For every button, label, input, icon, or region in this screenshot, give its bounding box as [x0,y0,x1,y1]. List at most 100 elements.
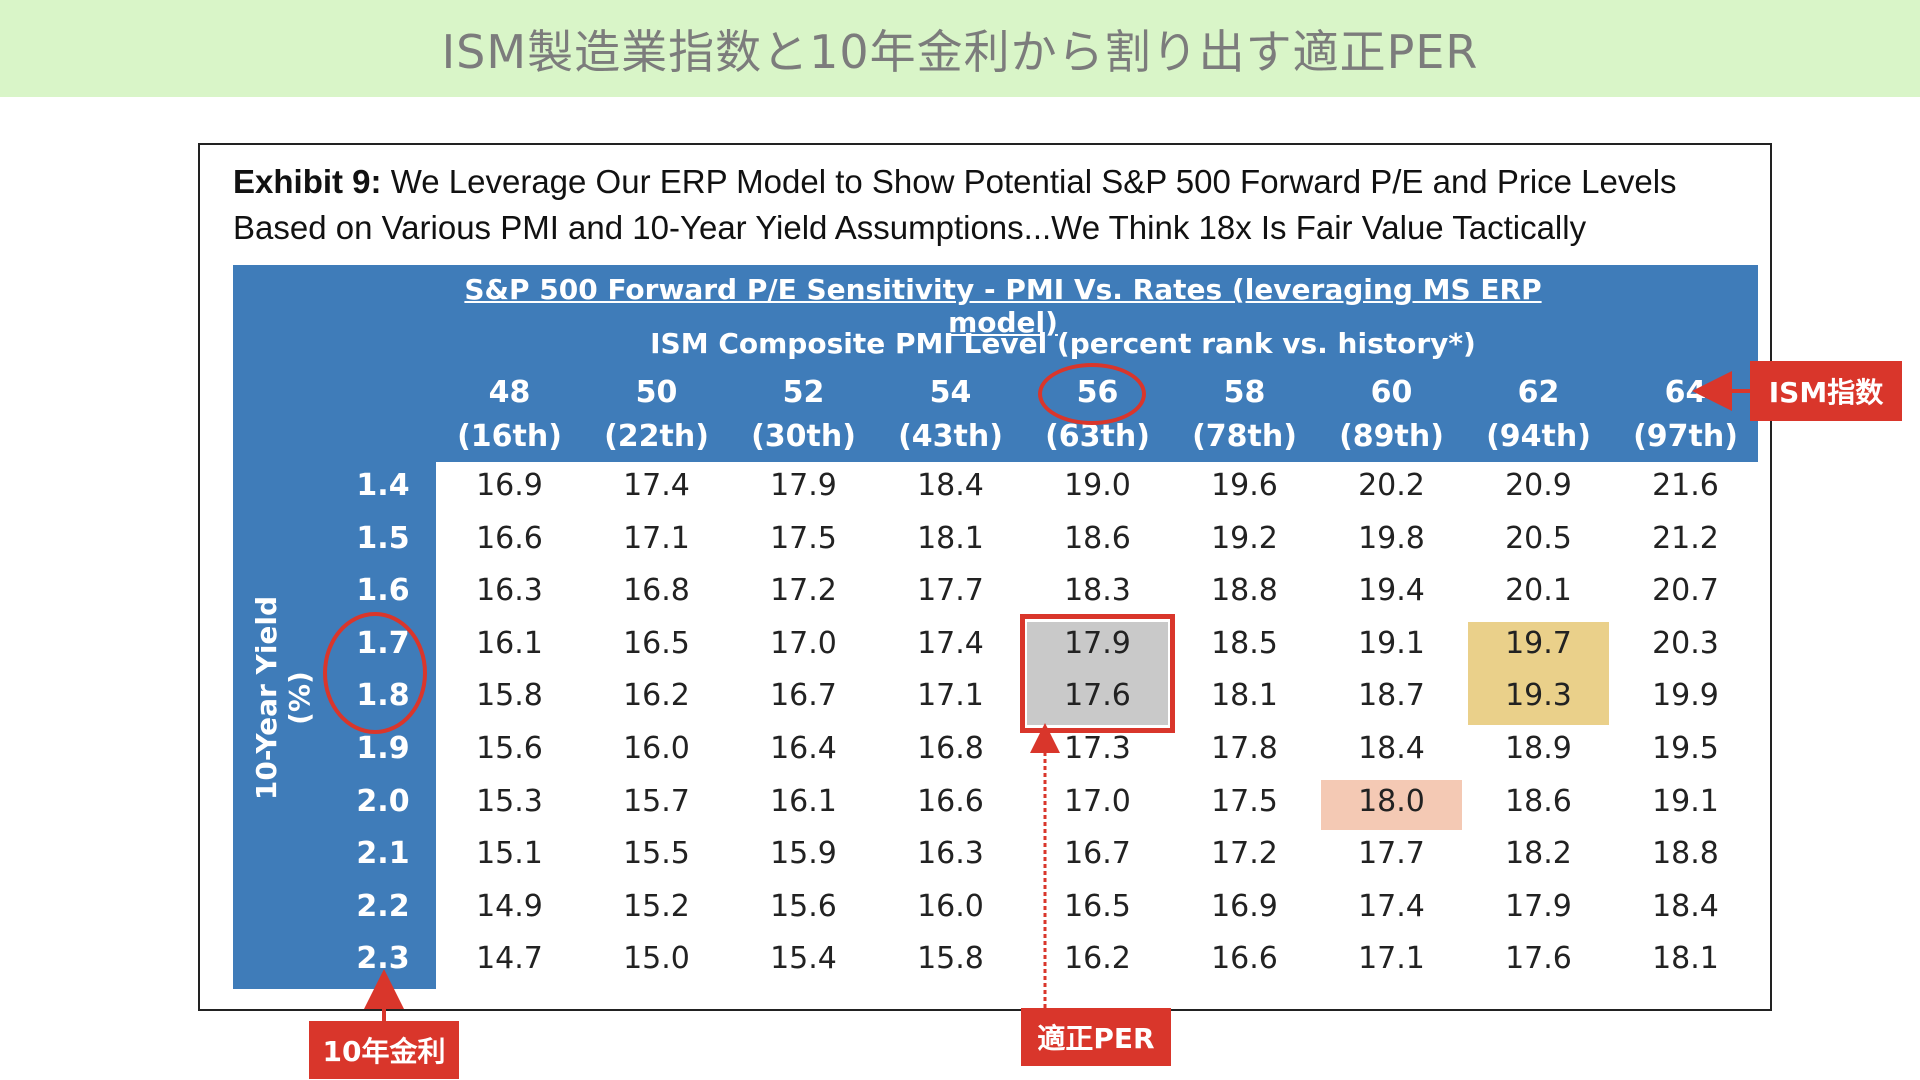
table-cell: 18.8 [1211,573,1278,609]
row-header: 1.5 [356,520,410,556]
table-cell: 18.4 [1652,888,1719,924]
pe-sensitivity-table: S&P 500 Forward P/E Sensitivity - PMI Vs… [233,265,1758,989]
row-header: 1.6 [356,573,410,609]
table-cell: 16.8 [623,573,690,609]
table-cell: 16.5 [1064,888,1131,924]
table-cell: 15.6 [476,731,543,766]
column-header: 58 (78th) [1171,371,1318,459]
table-cell: 18.4 [917,468,984,503]
table-cell: 21.6 [1652,468,1719,503]
fair-pe-box [1020,613,1175,733]
table-cell: 20.2 [1358,468,1425,503]
row-header: 2.1 [356,836,410,872]
table-cell: 16.6 [917,783,984,819]
table-cell: 19.7 [1505,625,1572,661]
table-cell: 19.6 [1211,468,1278,503]
table-cell: 17.3 [1064,731,1131,766]
per-tag: 適正PER [1021,1008,1171,1066]
table-cell: 20.7 [1652,573,1719,609]
column-rank: (94th) [1486,419,1591,454]
column-pmi: 60 [1370,375,1413,410]
table-cell: 17.7 [917,573,984,609]
table-header-band [233,265,1758,462]
column-rank: (30th) [751,419,856,454]
column-rank: (78th) [1192,419,1297,454]
exhibit-label: Exhibit 9: [233,163,382,200]
table-cell: 18.2 [1505,836,1572,872]
table-cell: 17.9 [1505,888,1572,924]
table-cell: 16.8 [917,731,984,766]
column-pmi: 50 [635,375,678,410]
yield-tag: 10年金利 [309,1021,459,1079]
caption-line-2: Based on Various PMI and 10-Year Yield A… [233,209,1587,246]
column-axis-label: ISM Composite PMI Level (percent rank vs… [650,327,1476,360]
table-cell: 17.8 [1211,731,1278,766]
table-cell: 19.2 [1211,520,1278,556]
table-cell: 15.2 [623,888,690,924]
column-pmi: 58 [1223,375,1266,410]
table-cell: 17.4 [623,468,690,503]
row-header: 1.9 [356,731,410,766]
column-header: 52 (30th) [730,371,877,459]
table-cell: 15.4 [770,941,837,977]
table-cell: 16.2 [623,678,690,714]
table-cell: 17.1 [917,678,984,714]
table-cell: 16.2 [1064,941,1131,977]
column-rank: (89th) [1339,419,1444,454]
title-banner: ISM製造業指数と10年金利から割り出す適正PER [0,0,1920,97]
yield-circle [323,611,427,734]
table-cell: 16.3 [917,836,984,872]
highlight-yellow [1468,621,1609,725]
table-cell: 19.0 [1064,468,1131,503]
table-cell: 17.9 [1064,625,1131,661]
table-cell: 16.1 [476,625,543,661]
table-cell: 17.5 [770,520,837,556]
table-cell: 18.0 [1358,783,1425,819]
table-cell: 15.8 [476,678,543,714]
column-pmi: 62 [1517,375,1560,410]
table-cell: 18.8 [1652,836,1719,872]
row-header: 1.4 [356,468,410,503]
table-cell: 19.5 [1652,731,1719,766]
table-cell: 15.7 [623,783,690,819]
table-cell: 17.1 [1358,941,1425,977]
ism-tag: ISM指数 [1750,361,1902,421]
table-cell: 18.9 [1505,731,1572,766]
table-cell: 18.3 [1064,573,1131,609]
table-cell: 20.9 [1505,468,1572,503]
table-cell: 16.1 [770,783,837,819]
column-rank: (97th) [1633,419,1738,454]
table-cell: 21.2 [1652,520,1719,556]
table-cell: 17.7 [1358,836,1425,872]
table-cell: 18.6 [1064,520,1131,556]
table-cell: 17.5 [1211,783,1278,819]
table-cell: 16.9 [476,468,543,503]
column-rank: (16th) [457,419,562,454]
table-cell: 17.0 [770,625,837,661]
table-cell: 16.9 [1211,888,1278,924]
table-cell: 18.1 [1652,941,1719,977]
table-cell: 16.7 [770,678,837,714]
pmi-56-circle [1038,363,1146,425]
table-cell: 16.6 [476,520,543,556]
exhibit-frame: Exhibit 9: We Leverage Our ERP Model to … [198,143,1772,1011]
column-pmi: 48 [488,375,531,410]
table-cell: 16.7 [1064,836,1131,872]
table-cell: 18.1 [917,520,984,556]
table-cell: 20.5 [1505,520,1572,556]
table-cell: 17.2 [770,573,837,609]
highlight-gray [1027,621,1168,725]
table-cell: 18.7 [1358,678,1425,714]
row-header: 2.0 [356,783,410,819]
column-pmi: 52 [782,375,825,410]
table-cell: 19.1 [1358,625,1425,661]
caption-line-1: We Leverage Our ERP Model to Show Potent… [390,163,1677,200]
column-rank: (43th) [898,419,1003,454]
column-pmi: 54 [929,375,972,410]
banner-title: ISM製造業指数と10年金利から割り出す適正PER [441,24,1479,79]
table-cell: 19.4 [1358,573,1425,609]
table-cell: 19.1 [1652,783,1719,819]
table-cell: 18.5 [1211,625,1278,661]
table-cell: 17.0 [1064,783,1131,819]
table-cell: 16.3 [476,573,543,609]
